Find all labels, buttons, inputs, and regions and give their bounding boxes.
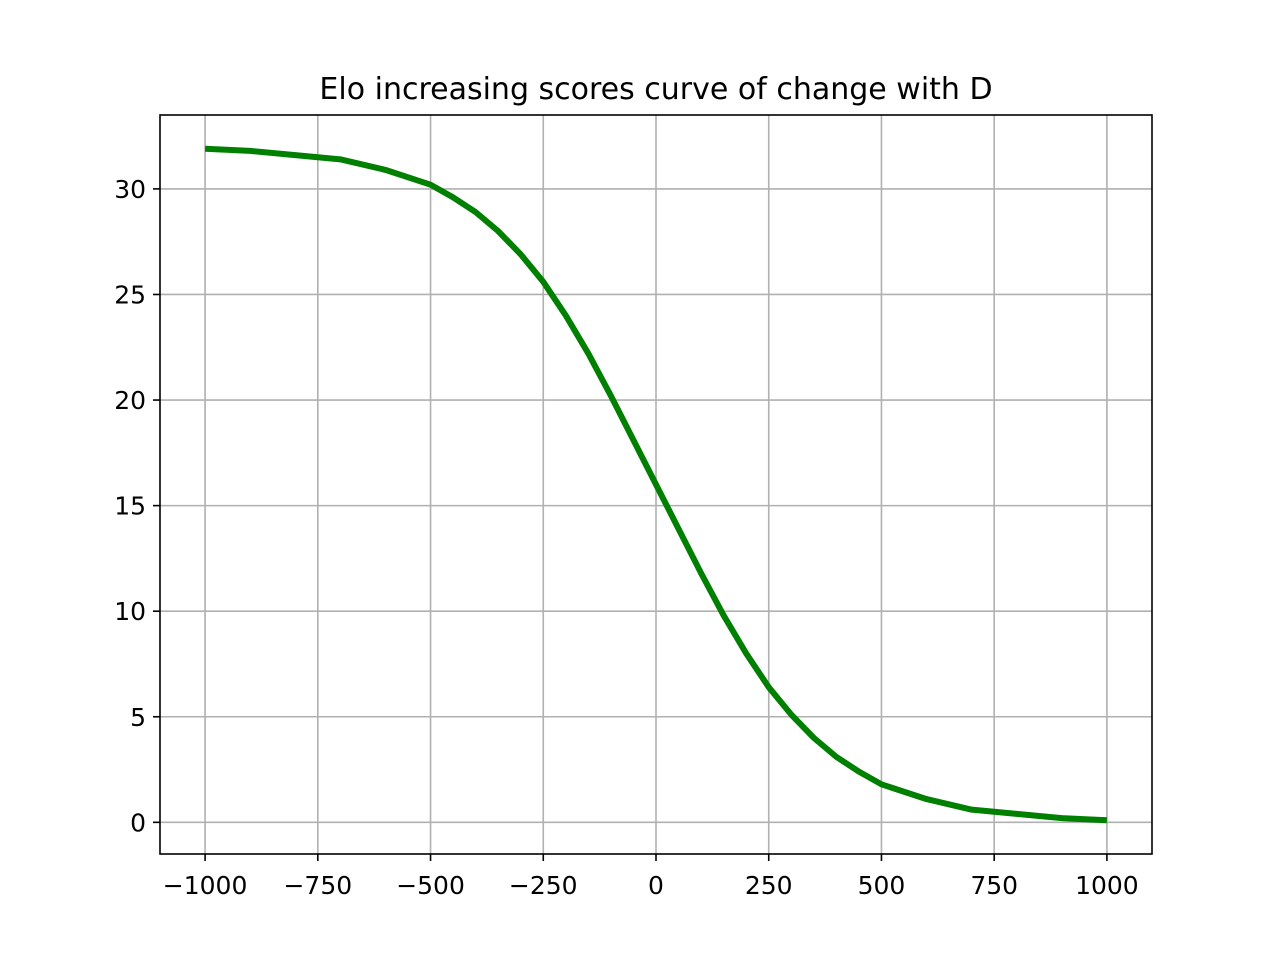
x-tick-label: −750 xyxy=(283,871,352,900)
x-tick-label: 1000 xyxy=(1075,871,1139,900)
x-tick-label: 250 xyxy=(745,871,793,900)
y-tick-label: 5 xyxy=(130,703,146,732)
x-tick-label: −1000 xyxy=(163,871,248,900)
y-tick-label: 15 xyxy=(114,492,146,521)
y-tick-label: 0 xyxy=(130,808,146,837)
x-tick-label: 750 xyxy=(970,871,1018,900)
x-tick-label: 500 xyxy=(858,871,906,900)
series-line xyxy=(204,145,1108,824)
y-tick-label: 20 xyxy=(114,386,146,415)
x-tick-label: −250 xyxy=(509,871,578,900)
y-axis: 0 5 10 15 20 25 30 xyxy=(114,175,160,837)
x-tick-label: 0 xyxy=(648,871,664,900)
y-tick-label: 30 xyxy=(114,175,146,204)
x-tick-label: −500 xyxy=(396,871,465,900)
y-tick-label: 10 xyxy=(114,597,146,626)
chart-title: Elo increasing scores curve of change wi… xyxy=(319,72,992,107)
y-tick-label: 25 xyxy=(114,280,146,309)
x-axis: −1000 −750 −500 −250 0 250 500 750 1000 xyxy=(163,854,1139,900)
series-layer xyxy=(204,145,1108,824)
